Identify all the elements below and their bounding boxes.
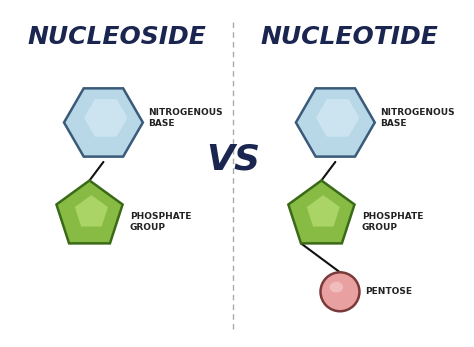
Text: PHOSPHATE
GROUP: PHOSPHATE GROUP — [130, 212, 191, 232]
Text: VS: VS — [206, 143, 260, 177]
Polygon shape — [296, 88, 375, 156]
Polygon shape — [75, 195, 108, 227]
Polygon shape — [307, 195, 340, 227]
Text: NITROGENOUS
BASE: NITROGENOUS BASE — [380, 108, 455, 128]
Text: NUCLEOTIDE: NUCLEOTIDE — [260, 25, 438, 49]
Text: PHOSPHATE
GROUP: PHOSPHATE GROUP — [362, 212, 423, 232]
Polygon shape — [288, 180, 355, 243]
Ellipse shape — [320, 272, 359, 311]
Polygon shape — [316, 99, 359, 137]
Text: PENTOSE: PENTOSE — [365, 287, 412, 296]
Polygon shape — [64, 88, 143, 156]
Polygon shape — [84, 99, 128, 137]
Text: NUCLEOSIDE: NUCLEOSIDE — [28, 25, 207, 49]
Polygon shape — [56, 180, 123, 243]
Text: NITROGENOUS
BASE: NITROGENOUS BASE — [148, 108, 223, 128]
Ellipse shape — [329, 282, 343, 293]
